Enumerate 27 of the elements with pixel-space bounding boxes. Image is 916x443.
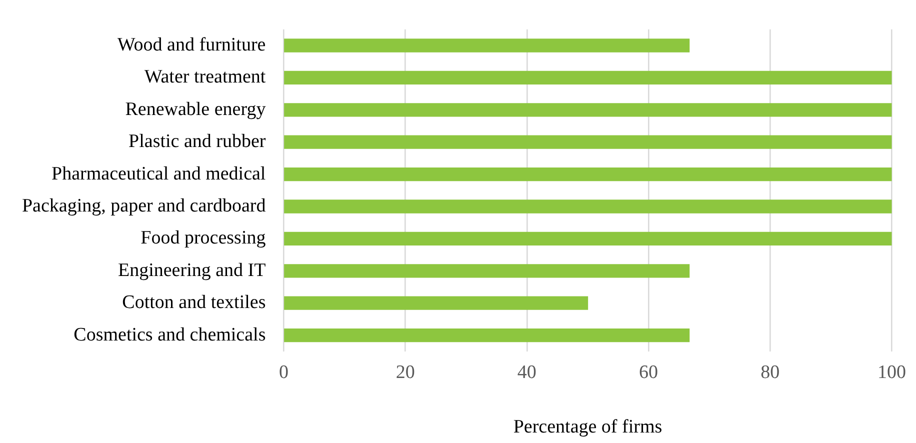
- bar: [284, 70, 892, 85]
- bar: [284, 38, 690, 52]
- x-tick-label: 100: [878, 362, 906, 383]
- y-tick-label: Cosmetics and chemicals: [74, 324, 266, 346]
- y-tick-label: Cotton and textiles: [122, 292, 266, 314]
- bar: [284, 103, 892, 117]
- bar: [284, 200, 892, 214]
- y-tick-label: Water treatment: [144, 66, 266, 88]
- bar: [284, 135, 892, 149]
- y-tick-label: Renewable energy: [125, 98, 266, 120]
- bar: [284, 296, 588, 310]
- y-tick-label: Wood and furniture: [117, 34, 266, 56]
- y-tick-label: Pharmaceutical and medical: [52, 163, 266, 184]
- y-tick-label: Plastic and rubber: [128, 131, 266, 152]
- bar: [284, 167, 892, 182]
- x-tick-label: 0: [278, 362, 288, 383]
- bar: [284, 328, 690, 342]
- x-axis-title: Percentage of firms: [513, 416, 662, 438]
- x-tick-label: 60: [639, 362, 658, 383]
- y-tick-label: Food processing: [140, 228, 266, 249]
- y-tick-label: Packaging, paper and cardboard: [22, 195, 266, 216]
- x-tick-label: 40: [517, 362, 536, 383]
- y-tick-label: Engineering and IT: [118, 260, 266, 281]
- bar: [284, 232, 892, 246]
- bar: [284, 264, 690, 278]
- x-tick-label: 80: [760, 362, 780, 383]
- x-tick-label: 20: [396, 362, 415, 383]
